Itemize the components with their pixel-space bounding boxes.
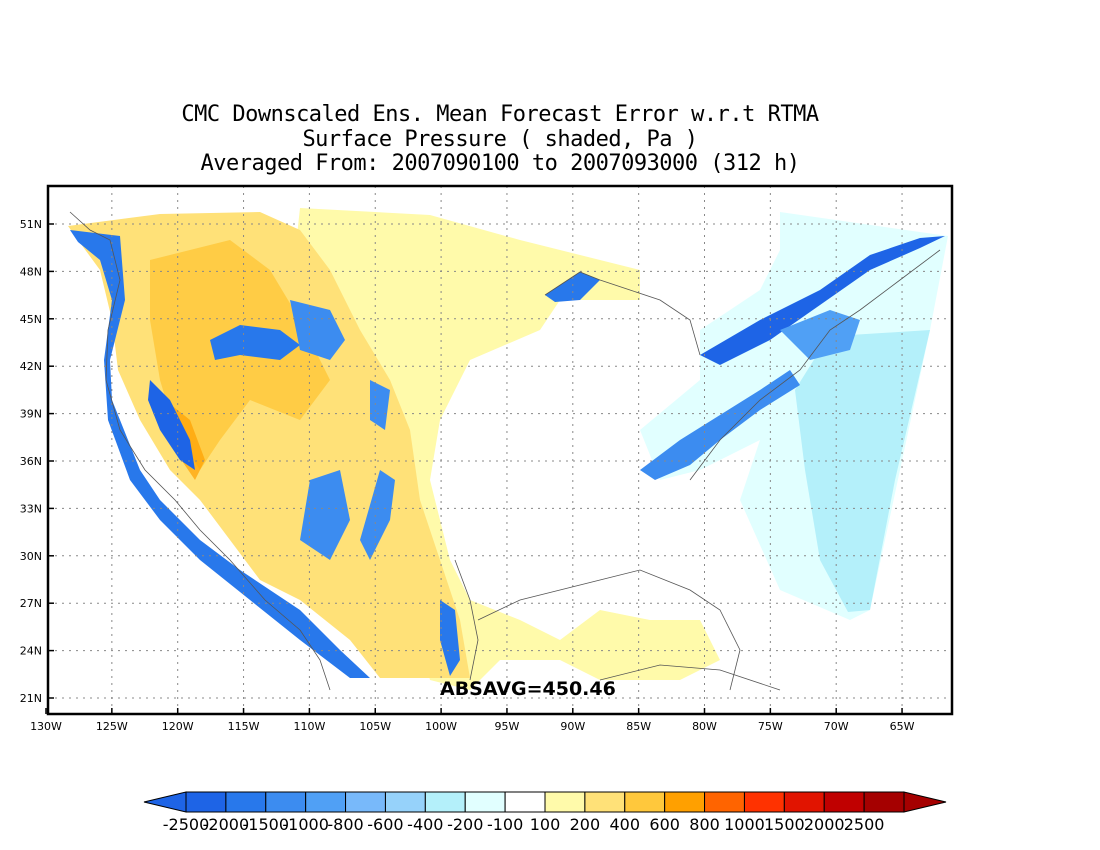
lon-tick-label: 90W <box>560 720 585 733</box>
title-line-1: CMC Downscaled Ens. Mean Forecast Error … <box>181 102 819 127</box>
lon-tick-label: 110W <box>293 720 325 733</box>
central-valley-blue <box>148 380 195 470</box>
colorbar-swatch <box>664 791 706 813</box>
lon-tick-label: 80W <box>692 720 717 733</box>
colorbar-swatch <box>783 791 825 813</box>
lake-superior-blue <box>545 272 600 302</box>
snake-river-blue <box>210 325 300 360</box>
colorbar-label: 2000 <box>804 815 845 834</box>
appalachian-blue <box>640 370 800 480</box>
colorbar-label: -2000 <box>203 815 250 834</box>
lon-tick-label: 95W <box>495 720 520 733</box>
colorbar-swatch <box>305 791 347 813</box>
absavg-annotation: ABSAVG=450.46 <box>440 678 616 700</box>
colorbar-label: -1500 <box>243 815 290 834</box>
colorbar-label: -200 <box>447 815 483 834</box>
colorbar-label: 600 <box>649 815 680 834</box>
colorbar-label: 2500 <box>844 815 885 834</box>
lat-tick-label: 39N <box>20 408 42 421</box>
colorbar-label: -100 <box>487 815 523 834</box>
lat-tick-label: 42N <box>20 360 42 373</box>
colorbar-swatch <box>384 791 426 813</box>
lon-tick-label: 75W <box>758 720 783 733</box>
colorbar-label: -2500 <box>163 815 210 834</box>
colorbar-label: -400 <box>407 815 443 834</box>
lon-tick-label: 105W <box>359 720 391 733</box>
colorbar-swatch <box>185 791 227 813</box>
colorbar-swatch <box>704 791 745 813</box>
lat-tick-label: 48N <box>20 265 42 278</box>
colorbar <box>143 791 947 813</box>
rockies-blue <box>290 300 395 560</box>
colorbar-label: -1000 <box>282 815 329 834</box>
colorbar-swatch <box>504 791 546 813</box>
colorbar-labels: -2500-2000-1500-1000-800 -600 -400 -200 -100… <box>163 815 885 834</box>
lat-tick-label: 30N <box>20 550 42 563</box>
colorbar-swatch <box>823 791 865 813</box>
lat-tick-label: 21N <box>20 692 42 705</box>
colorbar-swatch <box>544 791 586 813</box>
stlawrence-blue <box>700 236 945 365</box>
colorbar-label: -600 <box>367 815 403 834</box>
colorbar-max-arrow <box>903 791 947 813</box>
colorbar-label: 1000 <box>724 815 765 834</box>
colorbar-label: -800 <box>327 815 363 834</box>
colorbar-swatch <box>225 791 267 813</box>
colorbar-swatch <box>345 791 386 813</box>
plot-frame <box>46 184 954 716</box>
colorbar-swatch <box>265 791 307 813</box>
colorbar-swatch <box>863 791 905 813</box>
lon-axis-labels: 130W 125W 120W 115W 110W 105W 100W 95W 90W 85W 80W… <box>30 720 915 733</box>
colorbar-swatch <box>424 791 466 813</box>
central-yellow <box>290 208 720 690</box>
colorbar-label: 200 <box>570 815 601 834</box>
lon-tick-label: 130W <box>30 720 62 733</box>
lat-tick-label: 51N <box>20 218 42 231</box>
colorbar-swatch <box>464 791 506 813</box>
lon-tick-label: 85W <box>626 720 651 733</box>
colorbar-label: 400 <box>610 815 641 834</box>
title-line-2: Surface Pressure ( shaded, Pa ) <box>302 127 698 152</box>
colorbar-swatch <box>743 791 785 813</box>
texas-blue <box>440 600 460 676</box>
colorbar-swatch <box>624 791 666 813</box>
coastlines <box>69 211 941 691</box>
colorbar-label: 800 <box>689 815 720 834</box>
title-line-3: Averaged From: 2007090100 to 2007093000 … <box>200 151 800 176</box>
ne-blue <box>780 310 860 360</box>
lon-tick-label: 115W <box>228 720 260 733</box>
colorbar-swatch <box>584 791 626 813</box>
coast-blue <box>70 230 370 678</box>
lon-tick-label: 120W <box>162 720 194 733</box>
lat-tick-label: 33N <box>20 502 42 515</box>
lon-tick-label: 70W <box>824 720 849 733</box>
lat-tick-label: 36N <box>20 455 42 468</box>
colorbar-label: 100 <box>530 815 561 834</box>
colorbar-min-arrow <box>143 791 187 813</box>
lat-tick-label: 24N <box>20 645 42 658</box>
lon-tick-label: 100W <box>425 720 457 733</box>
atlantic-deeper <box>795 330 930 612</box>
lat-tick-label: 27N <box>20 597 42 610</box>
colorbar-label: 1500 <box>764 815 805 834</box>
lon-tick-label: 125W <box>96 720 128 733</box>
lat-axis-labels: 51N 48N 45N 42N 39N 36N 33N 30N 27N 24N 21N <box>20 218 42 705</box>
lat-tick-label: 45N <box>20 313 42 326</box>
shaded-field <box>68 208 948 690</box>
lon-tick-label: 65W <box>890 720 915 733</box>
